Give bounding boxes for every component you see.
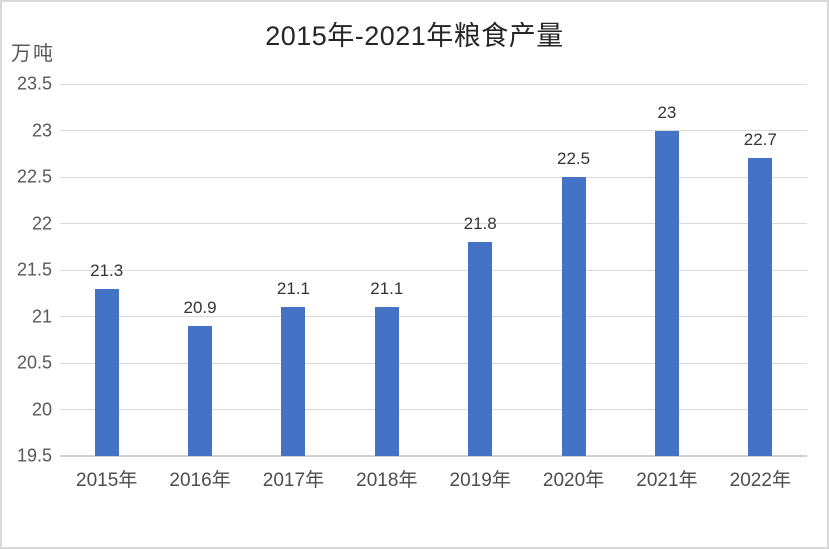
gridline <box>60 223 807 224</box>
x-tick-label: 2015年 <box>76 470 138 491</box>
bar-2016年[interactable] <box>188 325 213 456</box>
x-tick-label: 2020年 <box>542 470 605 491</box>
bar-2015年[interactable] <box>94 288 119 456</box>
gridline <box>60 409 807 410</box>
bar-2017年[interactable] <box>281 307 306 456</box>
data-label: 21.3 <box>90 260 124 280</box>
plot-area[interactable]: 21.3 20.9 21.1 21.1 21.8 22.5 23 22.7 <box>60 83 807 457</box>
y-tick-label: 20 <box>31 399 52 419</box>
y-axis-unit-label: 万吨 <box>11 43 55 65</box>
data-label: 21.1 <box>370 279 404 299</box>
data-label: 20.9 <box>183 297 217 317</box>
y-tick-label: 21 <box>31 306 52 326</box>
y-tick-label: 22 <box>31 213 52 233</box>
gridline <box>60 362 807 364</box>
bar-2021年[interactable] <box>654 130 679 456</box>
bar-2020年[interactable] <box>561 177 586 456</box>
y-tick-label: 19.5 <box>16 445 52 466</box>
gridline <box>60 130 807 131</box>
gridline <box>60 316 807 317</box>
x-tick-label: 2019年 <box>449 470 511 491</box>
x-tick-label: 2022年 <box>729 470 791 491</box>
y-tick-label: 23 <box>31 120 52 140</box>
y-tick-label: 21.5 <box>16 259 52 280</box>
data-label: 21.1 <box>276 279 310 299</box>
y-axis: 19.5 20 20.5 21 21.5 22 22.5 23 23.5 <box>2 74 52 466</box>
y-tick-label: 20.5 <box>16 352 52 373</box>
data-label: 22.5 <box>557 149 591 168</box>
x-tick-label: 2021年 <box>636 470 698 491</box>
gridline <box>60 176 807 178</box>
gridline <box>60 269 807 271</box>
x-tick-label: 2017年 <box>262 470 325 491</box>
data-label: 23 <box>657 102 677 122</box>
data-label: 22.7 <box>743 130 777 150</box>
y-tick-label: 23.5 <box>16 73 52 94</box>
x-tick-label: 2016年 <box>169 470 231 491</box>
bar-2019年[interactable] <box>468 242 493 456</box>
y-tick-label: 22.5 <box>16 166 52 187</box>
x-axis: 2015年 2016年 2017年 2018年 2019年 2020年 2021年 2022年 <box>60 465 807 491</box>
bar-2022年[interactable] <box>748 158 773 456</box>
chart-title: 2015年-2021年粮食产量 <box>265 21 564 51</box>
gridline <box>60 83 807 85</box>
x-tick-label: 2018年 <box>356 470 418 491</box>
data-label: 21.8 <box>463 214 497 234</box>
bar-2018年[interactable] <box>374 307 399 456</box>
x-axis-line <box>60 455 807 457</box>
